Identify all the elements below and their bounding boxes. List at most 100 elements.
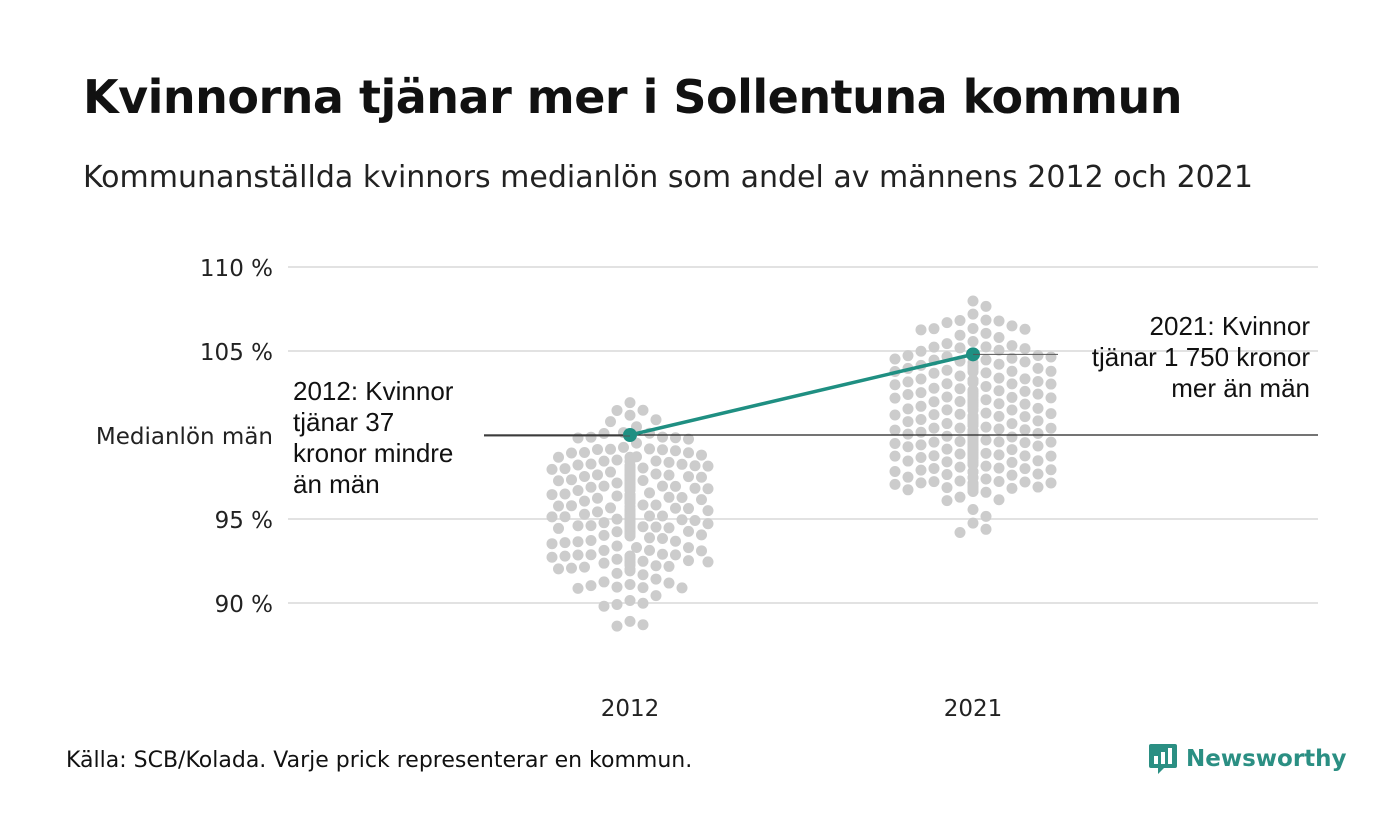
swarm-dot-2021	[1045, 365, 1057, 377]
swarm-dot-2021	[967, 336, 979, 348]
swarm-dot-2012	[637, 404, 649, 416]
swarm-dot-2012	[644, 443, 655, 455]
swarm-dot-2021	[941, 378, 953, 390]
swarm-dot-2021	[993, 372, 1005, 384]
swarm-dot-2021	[967, 366, 979, 378]
annotation-line: än män	[293, 469, 380, 499]
swarm-dot-2021	[915, 477, 927, 489]
swarm-dot-2021	[928, 382, 940, 394]
swarm-dot-2012	[683, 433, 694, 445]
swarm-dot-2012	[611, 599, 623, 611]
swarm-dot-2021	[954, 396, 966, 408]
swarm-dot-2021	[889, 424, 901, 436]
swarm-dot-2021	[1032, 468, 1044, 480]
swarm-dot-2021	[993, 385, 1005, 397]
swarm-dot-2012	[650, 499, 662, 511]
swarm-dot-2021	[1006, 340, 1018, 352]
swarm-dot-2021	[954, 329, 966, 341]
swarm-dot-2021	[993, 315, 1005, 327]
swarm-dot-2012	[670, 480, 681, 492]
swarm-dot-2012	[650, 468, 662, 480]
swarm-dot-2021	[1045, 392, 1057, 404]
swarm-dot-2012	[663, 456, 675, 468]
swarm-dot-2021	[993, 436, 1005, 448]
swarm-dot-2012	[572, 484, 584, 496]
grid-lines	[288, 266, 1318, 604]
swarm-dot-2021	[889, 353, 901, 365]
swarm-dot-2012	[696, 529, 707, 541]
swarm-dot-2012	[702, 460, 714, 472]
swarm-dot-2012	[572, 582, 584, 594]
swarm-dot-2021	[993, 494, 1005, 506]
swarm-dot-2012	[702, 518, 714, 530]
swarm-dot-2021	[1019, 437, 1031, 449]
swarm-dot-2021	[1045, 351, 1057, 363]
swarm-dot-2021	[954, 408, 966, 420]
swarm-dot-2012	[663, 469, 675, 481]
swarm-dot-2021	[928, 422, 940, 434]
swarm-dot-2021	[967, 377, 979, 389]
swarm-dot-2012	[559, 537, 571, 549]
swarm-dot-2012	[618, 441, 629, 453]
swarm-dot-2012	[579, 447, 590, 459]
swarm-dot-2012	[624, 615, 636, 627]
swarm-dot-2021	[928, 476, 940, 488]
swarm-dot-2021	[980, 460, 992, 472]
swarm-dot-2021	[915, 387, 927, 399]
swarm-dot-2012	[553, 522, 564, 534]
swarm-dot-2021	[954, 314, 966, 326]
swarm-dot-2021	[980, 380, 992, 392]
annotation-2021: 2021: Kvinnor tjänar 1 750 kronor mer än m…	[1092, 311, 1311, 403]
swarm-dot-2012	[683, 447, 694, 459]
swarm-dot-2012	[598, 517, 610, 529]
y-tick-label: 95 %	[215, 508, 273, 534]
swarm-dot-2021	[980, 510, 992, 522]
swarm-dot-2012	[657, 431, 668, 443]
swarm-dot-2021	[889, 450, 901, 462]
swarm-dot-2021	[889, 465, 901, 477]
swarm-dot-2021	[967, 322, 979, 334]
swarm-dot-2021	[954, 383, 966, 395]
swarm-dot-2012	[644, 487, 655, 499]
swarm-dot-2021	[915, 451, 927, 463]
annotation-line: kronor mindre	[293, 438, 453, 468]
swarm-dot-2021	[954, 342, 966, 354]
swarm-dot-2021	[915, 426, 927, 438]
swarm-dot-2021	[902, 376, 914, 388]
brand-name: Newsworthy	[1186, 746, 1347, 772]
reference-line-label: Medianlön män	[96, 424, 273, 450]
swarm-dot-2021	[1006, 456, 1018, 468]
swarm-dot-2021	[941, 364, 953, 376]
swarm-dot-2021	[1019, 411, 1031, 423]
swarm-dot-2021	[1019, 373, 1031, 385]
swarm-dot-2012	[624, 578, 636, 590]
swarm-dot-2012	[624, 409, 636, 421]
swarm-dot-2021	[941, 391, 953, 403]
swarm-dot-2012	[637, 582, 649, 594]
swarm-dot-2021	[889, 478, 901, 490]
swarm-dot-2012	[566, 474, 577, 486]
swarm-dot-2012	[676, 458, 688, 470]
swarm-dot-2012	[637, 499, 649, 511]
swarm-dot-2012	[605, 443, 616, 455]
swarm-dot-2012	[624, 594, 636, 606]
swarm-dot-2012	[579, 561, 590, 573]
brand-logo: Newsworthy	[1148, 742, 1347, 776]
swarm-dot-2012	[598, 576, 610, 588]
swarm-dot-2012	[559, 488, 571, 500]
highlight-line	[629, 352, 974, 437]
swarm-dot-2021	[941, 443, 953, 455]
swarm-dot-2021	[915, 439, 927, 451]
swarm-dot-2012	[598, 600, 610, 612]
swarm-dot-2021	[980, 407, 992, 419]
swarm-dot-2021	[915, 414, 927, 426]
swarm-dot-2021	[941, 469, 953, 481]
swarm-dot-2021	[980, 486, 992, 498]
swarm-dot-2021	[954, 448, 966, 460]
swarm-dot-2012	[663, 522, 675, 534]
annotation-line: 2021: Kvinnor	[1150, 311, 1311, 341]
swarm-dot-2012	[553, 563, 564, 575]
swarm-dot-2012	[559, 511, 571, 523]
swarm-dot-2012	[650, 573, 662, 585]
swarm-dot-2012	[696, 449, 707, 461]
